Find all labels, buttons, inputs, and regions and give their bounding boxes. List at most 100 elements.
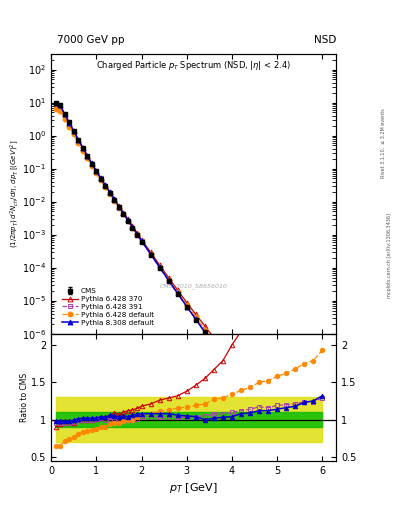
Pythia 6.428 370 xyxy=(117,203,121,209)
Pythia 6.428 370 xyxy=(62,112,67,118)
Pythia 8.308 default xyxy=(90,160,94,166)
Pythia 6.428 391 xyxy=(67,120,72,126)
Pythia 6.428 default xyxy=(94,170,99,176)
Pythia 8.308 default xyxy=(193,316,198,323)
Pythia 6.428 370 xyxy=(239,368,243,374)
Pythia 6.428 370 xyxy=(53,101,58,107)
Pythia 8.308 default xyxy=(99,175,103,181)
Pythia 6.428 default xyxy=(311,470,316,476)
Pythia 6.428 391 xyxy=(90,161,94,167)
Pythia 6.428 default xyxy=(126,218,130,224)
Pythia 8.308 default xyxy=(139,238,144,244)
Pythia 6.428 391 xyxy=(108,190,112,196)
Pythia 6.428 370 xyxy=(320,467,325,473)
Pythia 8.308 default xyxy=(239,378,243,385)
Pythia 6.428 default xyxy=(293,446,298,452)
Pythia 8.308 default xyxy=(126,217,130,223)
Pythia 6.428 370 xyxy=(166,275,171,281)
Pythia 6.428 391 xyxy=(117,204,121,210)
Pythia 8.308 default xyxy=(121,210,126,217)
Pythia 6.428 default xyxy=(157,264,162,270)
Pythia 6.428 391 xyxy=(166,278,171,284)
Pythia 6.428 370 xyxy=(230,357,234,363)
Pythia 6.428 default xyxy=(81,147,85,154)
Pythia 8.308 default xyxy=(67,120,72,126)
Pythia 6.428 370 xyxy=(302,445,307,452)
Pythia 6.428 391 xyxy=(72,128,76,134)
Pythia 8.308 default xyxy=(211,342,216,348)
Pythia 6.428 default xyxy=(302,458,307,464)
Pythia 6.428 391 xyxy=(266,414,270,420)
Pythia 6.428 370 xyxy=(311,456,316,462)
Pythia 6.428 391 xyxy=(257,402,261,408)
Pythia 6.428 370 xyxy=(275,413,279,419)
Pythia 6.428 default xyxy=(166,276,171,283)
Pythia 8.308 default xyxy=(81,144,85,151)
Pythia 6.428 391 xyxy=(139,239,144,245)
Pythia 6.428 default xyxy=(99,177,103,183)
Pythia 6.428 391 xyxy=(85,153,90,159)
Pythia 6.428 default xyxy=(139,238,144,244)
Pythia 6.428 391 xyxy=(58,102,62,109)
Pythia 6.428 370 xyxy=(76,137,81,143)
Pythia 8.308 default xyxy=(157,264,162,270)
Pythia 6.428 default xyxy=(90,163,94,169)
Pythia 6.428 default xyxy=(193,314,198,321)
Pythia 8.308 default xyxy=(220,354,225,360)
Pythia 6.428 default xyxy=(72,132,76,138)
Pythia 8.308 default xyxy=(103,182,108,188)
Legend: CMS, Pythia 6.428 370, Pythia 6.428 391, Pythia 6.428 default, Pythia 8.308 defa: CMS, Pythia 6.428 370, Pythia 6.428 391,… xyxy=(61,287,155,327)
Pythia 6.428 391 xyxy=(76,137,81,143)
Pythia 6.428 default xyxy=(148,251,153,257)
Pythia 6.428 391 xyxy=(202,329,207,335)
Pythia 6.428 370 xyxy=(257,391,261,397)
Pythia 6.428 370 xyxy=(108,189,112,196)
Pythia 8.308 default xyxy=(284,439,288,445)
Pythia 6.428 370 xyxy=(211,335,216,341)
Pythia 8.308 default xyxy=(85,153,90,159)
Pythia 6.428 370 xyxy=(193,311,198,317)
Pythia 6.428 391 xyxy=(284,438,288,444)
Pythia 6.428 default xyxy=(108,191,112,197)
Text: Charged Particle $p_T$ Spectrum (NSD, $|\eta|$ < 2.4): Charged Particle $p_T$ Spectrum (NSD, $|… xyxy=(96,59,291,72)
Pythia 6.428 default xyxy=(284,434,288,440)
Pythia 6.428 370 xyxy=(112,196,117,202)
Pythia 6.428 default xyxy=(184,302,189,308)
Pythia 6.428 default xyxy=(248,387,252,393)
Pythia 6.428 391 xyxy=(320,487,325,493)
Pythia 6.428 370 xyxy=(72,128,76,134)
Text: NSD: NSD xyxy=(314,35,336,45)
Y-axis label: Ratio to CMS: Ratio to CMS xyxy=(20,373,29,422)
Pythia 6.428 370 xyxy=(135,230,140,236)
Pythia 8.308 default xyxy=(248,391,252,397)
Pythia 6.428 370 xyxy=(184,300,189,306)
Pythia 6.428 391 xyxy=(126,218,130,224)
Pythia 6.428 default xyxy=(230,362,234,369)
Pythia 8.308 default xyxy=(320,487,325,493)
Pythia 6.428 391 xyxy=(99,176,103,182)
Pythia 6.428 391 xyxy=(220,353,225,359)
Pythia 6.428 370 xyxy=(284,424,288,430)
Pythia 6.428 391 xyxy=(53,100,58,106)
Pythia 6.428 370 xyxy=(148,249,153,255)
Pythia 6.428 391 xyxy=(157,265,162,271)
Pythia 6.428 391 xyxy=(293,451,298,457)
Pythia 8.308 default xyxy=(58,102,62,108)
Pythia 6.428 default xyxy=(62,116,67,122)
X-axis label: $p_T$ [GeV]: $p_T$ [GeV] xyxy=(169,481,218,495)
Pythia 6.428 391 xyxy=(121,211,126,217)
Pythia 6.428 default xyxy=(58,108,62,114)
Text: CMS_2010_S8656010: CMS_2010_S8656010 xyxy=(160,283,228,289)
Pythia 6.428 370 xyxy=(248,379,252,386)
Pythia 6.428 370 xyxy=(58,103,62,109)
Pythia 6.428 default xyxy=(103,184,108,190)
Pythia 8.308 default xyxy=(166,278,171,284)
Pythia 8.308 default xyxy=(72,128,76,134)
Pythia 6.428 370 xyxy=(121,209,126,216)
Pythia 6.428 391 xyxy=(184,304,189,310)
Pythia 6.428 default xyxy=(175,289,180,295)
Pythia 8.308 default xyxy=(117,203,121,209)
Pythia 8.308 default xyxy=(53,100,58,106)
Pythia 6.428 default xyxy=(211,338,216,345)
Pythia 6.428 default xyxy=(220,351,225,357)
